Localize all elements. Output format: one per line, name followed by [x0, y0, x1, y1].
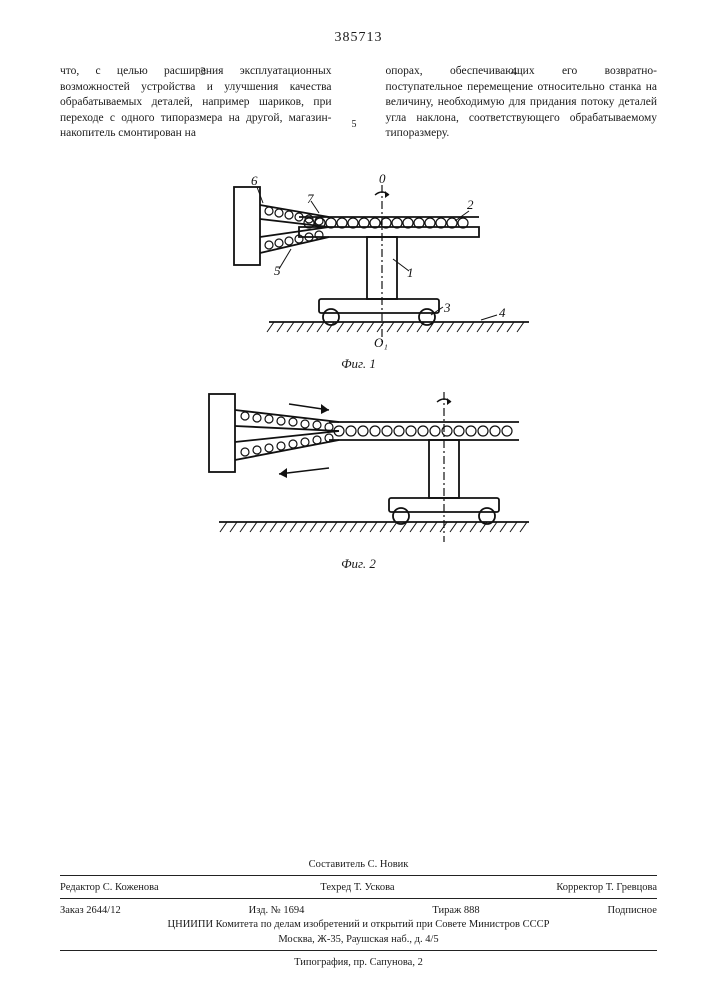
body-columns: 3 4 что, с целью расширения эксплуатацио…	[60, 64, 657, 142]
corrector: Корректор Т. Гревцова	[556, 881, 657, 895]
fig1-label-4: 4	[499, 305, 506, 320]
col-num-left: 3	[200, 64, 206, 79]
fig2-caption: Фиг. 2	[60, 556, 657, 572]
org-line2: Москва, Ж-35, Раушская наб., д. 4/5	[60, 933, 657, 947]
compiler-line: Составитель С. Новик	[60, 858, 657, 872]
left-column-text: что, с целью расширения эксплуатационных…	[60, 64, 332, 142]
center-line-numbers: 5	[352, 64, 366, 142]
subscription: Подписное	[608, 904, 657, 918]
fig1-label-0: 0	[379, 171, 386, 186]
imprint-block: Составитель С. Новик Редактор С. Коженов…	[60, 858, 657, 970]
fig1-caption: Фиг. 1	[60, 356, 657, 372]
edition-num: Изд. № 1694	[249, 904, 305, 918]
line-num-5: 5	[352, 118, 357, 132]
patent-number: 385713	[60, 30, 657, 46]
fig1-label-1: 1	[407, 265, 414, 280]
org-line1: ЦНИИПИ Комитета по делам изобретений и о…	[60, 918, 657, 932]
fig1-label-3: 3	[443, 300, 451, 315]
editor: Редактор С. Коженова	[60, 881, 159, 895]
fig1-label-6: 6	[251, 173, 258, 188]
fig1-label-2: 2	[467, 197, 474, 212]
fig1-label-o1: O₁	[374, 335, 388, 350]
right-column-text: опорах, обеспечивающих его возвратно-пос…	[386, 64, 658, 142]
tech-editor: Техред Т. Ускова	[320, 881, 394, 895]
fig1-label-5: 5	[274, 263, 281, 278]
print-run: Тираж 888	[432, 904, 479, 918]
figure-1: 0 1 2 3 4 5 6 7 O₁	[179, 167, 539, 352]
figure-2	[179, 382, 539, 552]
order-num: Заказ 2644/12	[60, 904, 121, 918]
figures-block: 0 1 2 3 4 5 6 7 O₁ Фиг. 1	[60, 167, 657, 572]
printer-line: Типография, пр. Сапунова, 2	[60, 956, 657, 970]
col-num-right: 4	[511, 64, 517, 79]
